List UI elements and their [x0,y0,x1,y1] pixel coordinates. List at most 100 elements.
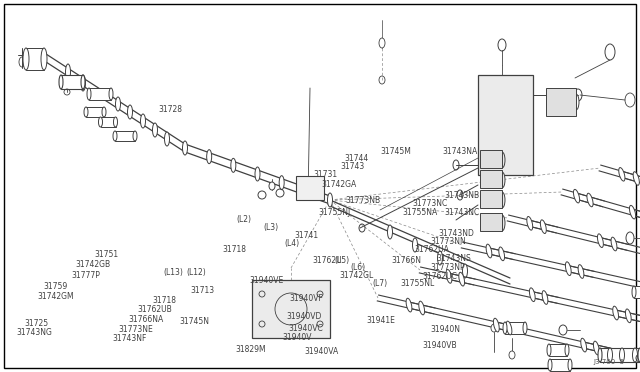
Bar [296,176,324,200]
Text: (L2): (L2) [237,215,252,224]
Ellipse shape [113,117,118,127]
Ellipse shape [300,180,306,192]
Bar [89,88,111,100]
Text: 31773NE: 31773NE [118,325,153,334]
Ellipse shape [84,107,88,117]
Text: 31762U: 31762U [312,256,342,265]
Text: 31743NA: 31743NA [443,147,478,156]
Text: (L4): (L4) [285,239,300,248]
Ellipse shape [81,75,85,89]
Ellipse shape [255,167,260,181]
Text: 31743NB: 31743NB [444,191,479,200]
Ellipse shape [305,185,311,191]
Ellipse shape [499,215,505,231]
Text: 31940VC: 31940VC [288,324,323,333]
Ellipse shape [607,348,612,362]
Text: 31742GM: 31742GM [37,292,74,301]
Text: (L3): (L3) [264,223,279,232]
Bar [480,190,502,208]
Ellipse shape [486,244,492,258]
Text: 31940VB: 31940VB [422,341,457,350]
Ellipse shape [632,286,636,298]
Ellipse shape [598,234,604,247]
Text: 31743ND: 31743ND [438,229,474,238]
Text: 31940VA: 31940VA [304,347,339,356]
Ellipse shape [548,359,552,371]
Ellipse shape [620,348,625,362]
Text: 31773NB: 31773NB [346,196,381,205]
Text: 31766N: 31766N [392,256,422,265]
Ellipse shape [509,351,515,359]
Ellipse shape [611,237,617,251]
Ellipse shape [493,318,499,332]
Text: 31745M: 31745M [381,147,412,156]
Ellipse shape [182,141,188,155]
Ellipse shape [573,189,580,203]
Ellipse shape [633,172,639,185]
Bar [61,75,83,89]
Text: 31829M: 31829M [236,345,266,354]
Ellipse shape [406,298,412,312]
Ellipse shape [41,48,47,70]
Text: 31742GL: 31742GL [339,271,374,280]
Bar [550,359,570,371]
Text: 31751: 31751 [95,250,119,259]
Ellipse shape [207,150,212,164]
Text: 31759: 31759 [44,282,68,291]
Text: 31755NA: 31755NA [402,208,437,217]
Ellipse shape [113,131,117,141]
Ellipse shape [23,48,29,70]
Text: 31755NJ: 31755NJ [319,208,351,217]
Ellipse shape [438,251,442,265]
Bar [100,117,115,127]
Ellipse shape [565,262,571,276]
Ellipse shape [419,301,424,315]
Ellipse shape [279,176,284,190]
Ellipse shape [65,64,70,80]
Ellipse shape [587,193,593,207]
Ellipse shape [638,348,640,362]
Text: 31773NN: 31773NN [430,237,466,246]
Text: 31755NL: 31755NL [401,279,435,288]
Bar [634,286,640,298]
Ellipse shape [580,338,586,352]
Ellipse shape [598,348,602,362]
Ellipse shape [540,220,547,234]
Bar [298,180,308,192]
Ellipse shape [463,264,467,278]
Text: (L13): (L13) [164,268,184,277]
Text: 31940N: 31940N [430,325,460,334]
Text: 31718: 31718 [152,296,177,305]
Text: 31762UB: 31762UB [138,305,172,314]
Text: 31741: 31741 [294,231,319,240]
Ellipse shape [578,264,584,278]
Ellipse shape [499,192,505,208]
Ellipse shape [164,132,170,146]
Ellipse shape [506,321,512,335]
Ellipse shape [565,344,569,356]
Text: 31731: 31731 [314,170,338,179]
Text: (L7): (L7) [372,279,388,288]
Ellipse shape [573,94,579,110]
Bar [480,213,502,231]
Text: 31725: 31725 [24,319,49,328]
Ellipse shape [379,38,385,48]
Ellipse shape [523,322,527,334]
Ellipse shape [127,105,132,119]
Text: 31940VE: 31940VE [250,276,284,285]
Text: 31773NC: 31773NC [413,199,448,208]
Ellipse shape [81,75,86,91]
Ellipse shape [630,205,636,219]
Text: 31743NC: 31743NC [444,208,479,217]
Ellipse shape [547,344,551,356]
Ellipse shape [152,123,157,137]
Ellipse shape [87,88,91,100]
Ellipse shape [499,152,505,168]
Ellipse shape [593,341,599,355]
Text: 31742GB: 31742GB [76,260,111,269]
Ellipse shape [269,182,275,190]
Bar [115,131,135,141]
Ellipse shape [491,324,497,332]
Text: (L6): (L6) [351,263,366,272]
Ellipse shape [499,247,504,261]
